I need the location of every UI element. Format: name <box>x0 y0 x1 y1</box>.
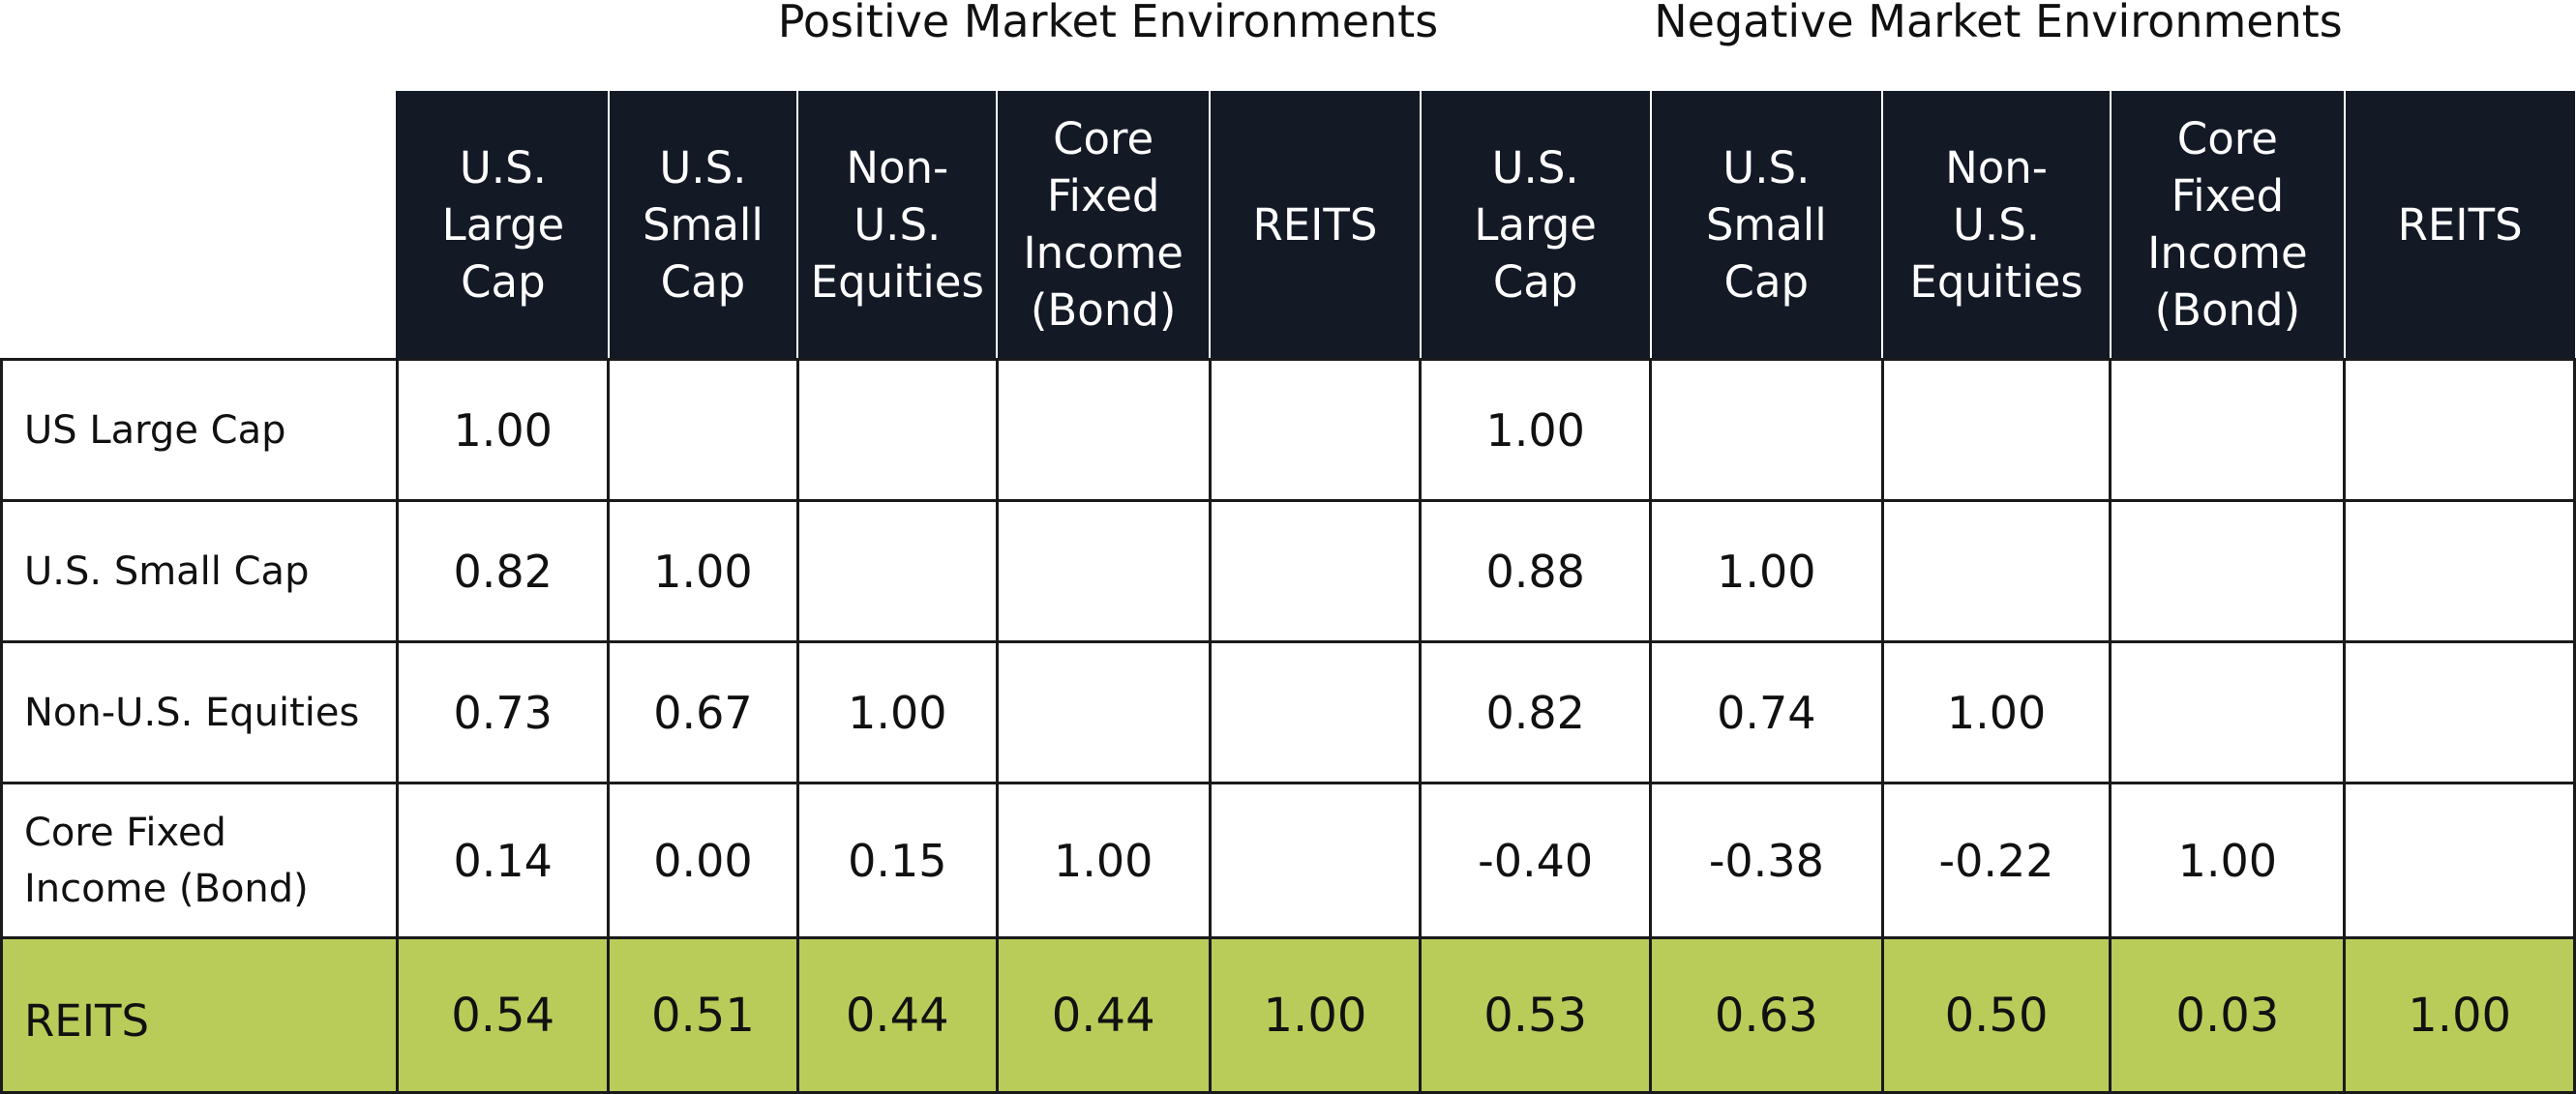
correlation-value-cell: 0.88 <box>1419 499 1652 643</box>
table-row: Core Fixed Income (Bond) 0.14 0.00 0.15 1.00… <box>0 782 2576 939</box>
correlation-value-cell: 0.73 <box>396 640 611 784</box>
correlation-value-cell <box>795 499 999 643</box>
row-label: U.S. Small Cap <box>0 499 400 643</box>
correlation-value-cell: 1.00 <box>1880 640 2112 784</box>
negative-market-group-title: Negative Market Environments <box>1654 0 2343 47</box>
correlation-value-cell: 1.00 <box>2343 936 2576 1094</box>
column-header: Core Fixed Income (Bond) <box>996 91 1211 360</box>
correlation-value-cell <box>2343 782 2576 939</box>
correlation-value-cell <box>2343 640 2576 784</box>
correlation-value-cell <box>1880 358 2112 502</box>
correlation-value-cell: 0.74 <box>1649 640 1884 784</box>
correlation-value-cell: 1.00 <box>1208 936 1423 1094</box>
correlation-value-cell: 1.00 <box>396 358 611 502</box>
correlation-table: U.S. Large Cap U.S. Small Cap Non- U.S. … <box>0 91 2576 1094</box>
correlation-value-cell <box>607 358 799 502</box>
correlation-value-cell <box>995 358 1212 502</box>
correlation-value-cell <box>1208 499 1423 643</box>
column-header: U.S. Small Cap <box>607 91 798 360</box>
correlation-value-cell: 0.51 <box>607 936 799 1094</box>
row-label: US Large Cap <box>0 358 400 502</box>
correlation-value-cell: 1.00 <box>995 782 1212 939</box>
correlation-value-cell: 0.44 <box>795 936 999 1094</box>
correlation-value-cell: 0.44 <box>995 936 1212 1094</box>
correlation-value-cell: 1.00 <box>1649 499 1884 643</box>
correlation-value-cell: 0.14 <box>396 782 611 939</box>
correlation-value-cell <box>2109 499 2347 643</box>
correlation-value-cell: 0.50 <box>1880 936 2112 1094</box>
row-label: Non-U.S. Equities <box>0 640 400 784</box>
correlation-value-cell <box>2343 499 2576 643</box>
table-row: U.S. Small Cap 0.82 1.00 0.88 1.00 <box>0 499 2576 643</box>
column-header: REITS <box>2343 91 2575 360</box>
correlation-value-cell: 0.00 <box>607 782 799 939</box>
correlation-value-cell <box>995 499 1212 643</box>
header-corner-cell <box>1 91 398 360</box>
row-label: Core Fixed Income (Bond) <box>0 782 400 939</box>
column-header: REITS <box>1209 91 1421 360</box>
column-header: U.S. Small Cap <box>1649 91 1883 360</box>
correlation-value-cell: -0.38 <box>1649 782 1884 939</box>
correlation-value-cell: 0.03 <box>2109 936 2347 1094</box>
correlation-value-cell: 0.54 <box>396 936 611 1094</box>
column-header: Core Fixed Income (Bond) <box>2109 91 2345 360</box>
correlation-value-cell: 1.00 <box>607 499 799 643</box>
correlation-value-cell: 0.63 <box>1649 936 1884 1094</box>
correlation-value-cell <box>1208 640 1423 784</box>
column-header: Non- U.S. Equities <box>796 91 998 360</box>
correlation-value-cell: -0.22 <box>1880 782 2112 939</box>
table-row: US Large Cap 1.00 1.00 <box>0 358 2576 502</box>
column-header: U.S. Large Cap <box>1419 91 1651 360</box>
correlation-value-cell: -0.40 <box>1419 782 1652 939</box>
column-header: U.S. Large Cap <box>396 91 609 360</box>
correlation-value-cell <box>995 640 1212 784</box>
correlation-value-cell <box>1208 782 1423 939</box>
header-row: U.S. Large Cap U.S. Small Cap Non- U.S. … <box>1 91 2575 360</box>
correlation-value-cell: 1.00 <box>1419 358 1652 502</box>
correlation-value-cell <box>2109 640 2347 784</box>
correlation-value-cell: 1.00 <box>795 640 999 784</box>
correlation-value-cell <box>1880 499 2112 643</box>
correlation-value-cell: 0.53 <box>1419 936 1652 1094</box>
correlation-value-cell: 0.82 <box>396 499 611 643</box>
correlation-value-cell <box>2343 358 2576 502</box>
correlation-value-cell <box>795 358 999 502</box>
positive-market-group-title: Positive Market Environments <box>777 0 1439 47</box>
row-label: REITS <box>0 936 400 1094</box>
correlation-value-cell: 0.67 <box>607 640 799 784</box>
table-row: Non-U.S. Equities 0.73 0.67 1.00 0.82 0.74 1.0… <box>0 640 2576 784</box>
correlation-value-cell <box>2109 358 2347 502</box>
correlation-value-cell <box>1649 358 1884 502</box>
correlation-value-cell: 1.00 <box>2109 782 2347 939</box>
column-header: Non- U.S. Equities <box>1881 91 2111 360</box>
correlation-value-cell: 0.82 <box>1419 640 1652 784</box>
correlation-value-cell: 0.15 <box>795 782 999 939</box>
table-row: REITS 0.54 0.51 0.44 0.44 1.00 0.53 0.63 0.50 0.0… <box>0 936 2576 1094</box>
correlation-value-cell <box>1208 358 1423 502</box>
